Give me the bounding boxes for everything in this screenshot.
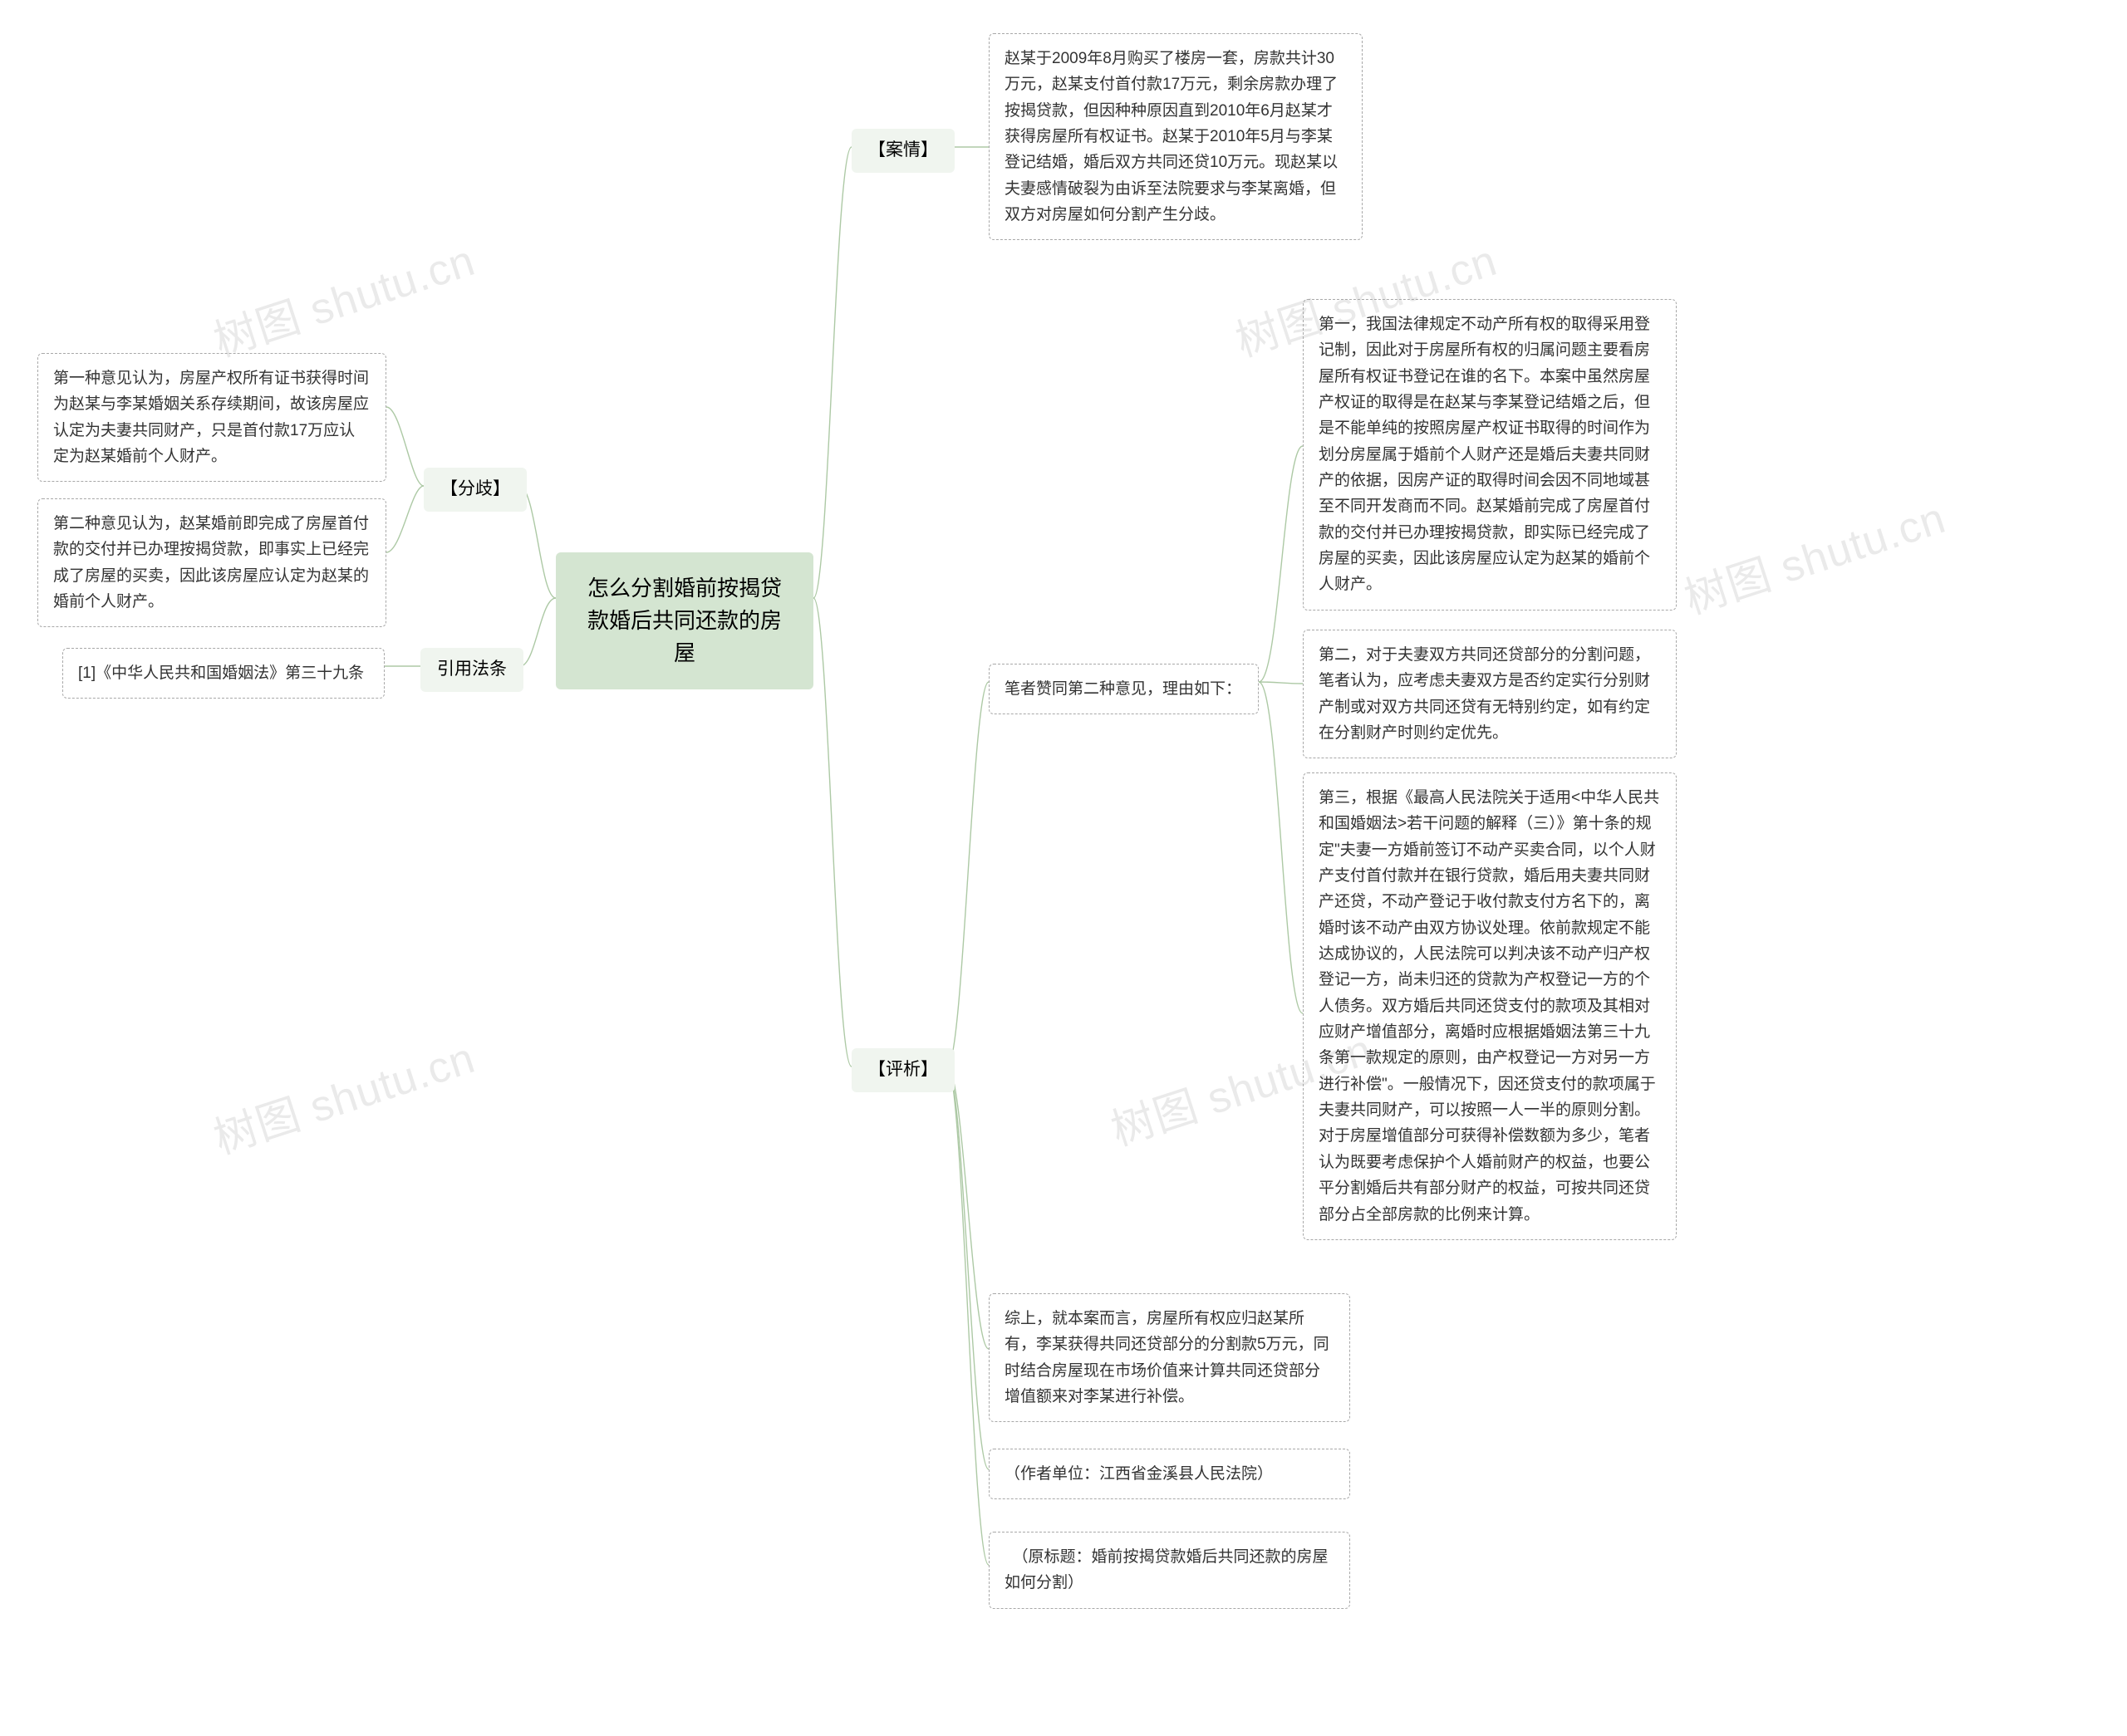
- leaf-author[interactable]: （作者单位：江西省金溪县人民法院）: [989, 1449, 1350, 1499]
- branch-cited-law[interactable]: 引用法条: [420, 648, 523, 692]
- root-node[interactable]: 怎么分割婚前按揭贷款婚后共同还款的房屋: [556, 552, 813, 689]
- leaf-case-facts[interactable]: 赵某于2009年8月购买了楼房一套，房款共计30万元，赵某支付首付款17万元，剩…: [989, 33, 1363, 240]
- leaf-conclusion[interactable]: 综上，就本案而言，房屋所有权应归赵某所有，李某获得共同还贷部分的分割款5万元，同…: [989, 1293, 1350, 1422]
- leaf-reason-1[interactable]: 第一，我国法律规定不动产所有权的取得采用登记制，因此对于房屋所有权的归属问题主要…: [1303, 299, 1677, 611]
- leaf-agree-second[interactable]: 笔者赞同第二种意见，理由如下：: [989, 664, 1259, 714]
- leaf-opinion-1[interactable]: 第一种意见认为，房屋产权所有证书获得时间为赵某与李某婚姻关系存续期间，故该房屋应…: [37, 353, 386, 482]
- leaf-reason-2[interactable]: 第二，对于夫妻双方共同还贷部分的分割问题，笔者认为，应考虑夫妻双方是否约定实行分…: [1303, 630, 1677, 758]
- leaf-law-ref[interactable]: [1]《中华人民共和国婚姻法》第三十九条: [62, 648, 385, 699]
- leaf-original-title[interactable]: （原标题：婚前按揭贷款婚后共同还款的房屋如何分割）: [989, 1532, 1350, 1609]
- branch-disagreement[interactable]: 【分歧】: [424, 468, 527, 512]
- leaf-opinion-2[interactable]: 第二种意见认为，赵某婚前即完成了房屋首付款的交付并已办理按揭贷款，即事实上已经完…: [37, 498, 386, 627]
- branch-analysis[interactable]: 【评析】: [852, 1048, 955, 1092]
- leaf-reason-3[interactable]: 第三，根据《最高人民法院关于适用<中华人民共和国婚姻法>若干问题的解释（三）》第…: [1303, 772, 1677, 1240]
- branch-case-facts[interactable]: 【案情】: [852, 129, 955, 173]
